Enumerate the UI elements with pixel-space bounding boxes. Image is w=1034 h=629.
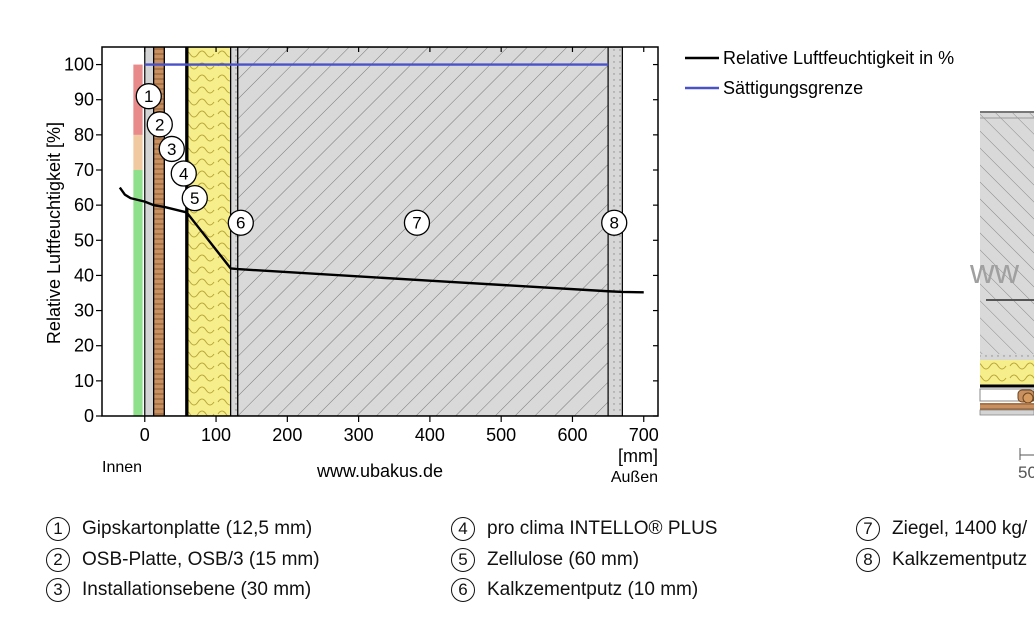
x-tick-label: 100: [201, 425, 231, 445]
number-badge: 2: [46, 548, 70, 572]
section-drawing-thumbnail: ww 50: [969, 112, 1034, 482]
brick-section: [980, 112, 1034, 356]
thumbnail-watermark: ww: [969, 253, 1020, 291]
number-badge: 5: [451, 548, 475, 572]
x-axis-unit: [mm]: [618, 446, 658, 466]
x-tick-label: 600: [557, 425, 587, 445]
layer-number-text: 5: [190, 189, 199, 208]
cellulose-strip: [980, 360, 1034, 386]
layer-number-text: 1: [144, 87, 153, 106]
y-tick-label: 70: [74, 160, 94, 180]
legend-label-saturation: Sättigungsgrenze: [723, 78, 863, 98]
thumbnail-scale: 50: [1018, 463, 1034, 482]
layer-list-col-3: 7 Ziegel, 1400 kg/ 8 Kalkzementputz: [856, 514, 1034, 575]
layer-list-col-1: 1 Gipskartonplatte (12,5 mm) 2 OSB-Platt…: [46, 514, 320, 606]
list-item: 2 OSB-Platte, OSB/3 (15 mm): [46, 545, 320, 576]
x-tick-label: 500: [486, 425, 516, 445]
list-item-label: pro clima INTELLO® PLUS: [487, 514, 717, 545]
layer-number-text: 4: [179, 165, 188, 184]
y-tick-label: 100: [64, 55, 94, 75]
layer-3: [164, 47, 185, 416]
layer-number-text: 8: [609, 214, 618, 233]
y-tick-label: 0: [84, 406, 94, 426]
layer-number-text: 6: [236, 214, 245, 233]
gypsum-strip: [980, 410, 1034, 415]
list-item: 3 Installationsebene (30 mm): [46, 575, 320, 606]
comfort-band: [133, 170, 142, 416]
x-tick-label: 200: [272, 425, 302, 445]
chart-legend: Relative Luftfeuchtigkeit in % Sättigung…: [685, 48, 954, 98]
plaster-strip: [980, 354, 1034, 360]
legend-label-humidity: Relative Luftfeuchtigkeit in %: [723, 48, 954, 68]
list-item-label: Kalkzementputz: [892, 545, 1027, 576]
number-badge: 7: [856, 517, 880, 541]
number-badge: 3: [46, 578, 70, 602]
construction-layers: [145, 47, 623, 416]
outside-label: Außen: [611, 469, 658, 486]
list-item: 5 Zellulose (60 mm): [451, 545, 717, 576]
list-item: 7 Ziegel, 1400 kg/: [856, 514, 1034, 545]
number-badge: 4: [451, 517, 475, 541]
list-item-label: Gipskartonplatte (12,5 mm): [82, 514, 312, 545]
y-tick-label: 10: [74, 371, 94, 391]
y-axis-label: Relative Luftfeuchtigkeit [%]: [44, 122, 64, 344]
layer-number-text: 3: [167, 140, 176, 159]
y-tick-label: 60: [74, 195, 94, 215]
y-tick-label: 40: [74, 265, 94, 285]
y-tick-label: 20: [74, 336, 94, 356]
list-item: 8 Kalkzementputz: [856, 545, 1034, 576]
layer-list-col-2: 4 pro clima INTELLO® PLUS 5 Zellulose (6…: [451, 514, 717, 606]
y-tick-label: 30: [74, 301, 94, 321]
number-badge: 1: [46, 517, 70, 541]
osb-strip: [980, 403, 1034, 410]
layer-5: [188, 47, 231, 416]
list-item: 4 pro clima INTELLO® PLUS: [451, 514, 717, 545]
inside-label: Innen: [102, 459, 142, 476]
number-badge: 6: [451, 578, 475, 602]
x-tick-label: 400: [415, 425, 445, 445]
watermark: www.ubakus.de: [316, 461, 443, 481]
list-item-label: OSB-Platte, OSB/3 (15 mm): [82, 545, 320, 576]
list-item-label: Zellulose (60 mm): [487, 545, 639, 576]
layer-number-text: 2: [155, 115, 164, 134]
comfort-band: [133, 135, 142, 170]
list-item: 6 Kalkzementputz (10 mm): [451, 575, 717, 606]
list-item-label: Ziegel, 1400 kg/: [892, 514, 1027, 545]
number-badge: 8: [856, 548, 880, 572]
layer-number-text: 7: [412, 214, 421, 233]
x-tick-label: 700: [629, 425, 659, 445]
x-tick-label: 300: [344, 425, 374, 445]
comfort-bands: [133, 65, 142, 416]
list-item-label: Kalkzementputz (10 mm): [487, 575, 698, 606]
y-tick-label: 50: [74, 230, 94, 250]
list-item-label: Installationsebene (30 mm): [82, 575, 311, 606]
y-tick-label: 80: [74, 125, 94, 145]
y-tick-label: 90: [74, 90, 94, 110]
x-tick-label: 0: [140, 425, 150, 445]
list-item: 1 Gipskartonplatte (12,5 mm): [46, 514, 320, 545]
